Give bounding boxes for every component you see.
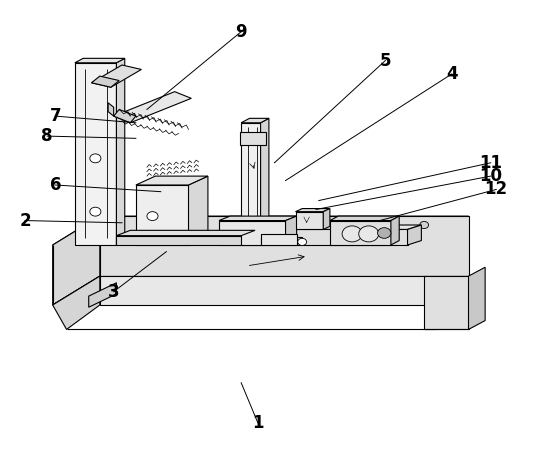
Text: 6: 6 xyxy=(50,176,61,194)
Text: 8: 8 xyxy=(41,127,53,145)
Polygon shape xyxy=(53,216,469,245)
Text: 10: 10 xyxy=(479,167,502,185)
Polygon shape xyxy=(260,234,297,245)
Polygon shape xyxy=(75,63,116,245)
Polygon shape xyxy=(296,212,323,230)
Circle shape xyxy=(342,226,362,242)
Circle shape xyxy=(90,207,101,216)
Polygon shape xyxy=(136,185,189,245)
Polygon shape xyxy=(260,118,269,245)
Text: 11: 11 xyxy=(479,154,502,172)
Polygon shape xyxy=(241,123,260,245)
Circle shape xyxy=(420,221,428,229)
Text: 5: 5 xyxy=(380,52,391,70)
Text: 7: 7 xyxy=(50,107,61,125)
Polygon shape xyxy=(53,276,100,329)
Polygon shape xyxy=(88,283,116,307)
Polygon shape xyxy=(116,230,255,236)
Circle shape xyxy=(106,221,115,229)
Polygon shape xyxy=(286,230,408,245)
Polygon shape xyxy=(116,236,241,245)
Circle shape xyxy=(398,237,407,243)
Text: 12: 12 xyxy=(484,180,508,198)
Polygon shape xyxy=(114,109,136,123)
Circle shape xyxy=(298,238,307,245)
Polygon shape xyxy=(330,216,399,220)
Polygon shape xyxy=(408,225,421,245)
Polygon shape xyxy=(53,216,100,305)
Polygon shape xyxy=(240,132,266,145)
Text: 2: 2 xyxy=(19,212,31,230)
Polygon shape xyxy=(91,65,141,87)
Polygon shape xyxy=(136,176,208,185)
Polygon shape xyxy=(296,208,330,212)
Circle shape xyxy=(90,154,101,163)
Polygon shape xyxy=(286,216,297,245)
Polygon shape xyxy=(100,276,469,305)
Polygon shape xyxy=(108,103,114,116)
Polygon shape xyxy=(391,216,399,245)
Circle shape xyxy=(359,226,379,242)
Polygon shape xyxy=(241,118,269,123)
Text: 9: 9 xyxy=(235,22,247,40)
Polygon shape xyxy=(469,267,485,329)
Circle shape xyxy=(147,212,158,220)
Text: 1: 1 xyxy=(252,414,264,432)
Polygon shape xyxy=(323,208,330,230)
Polygon shape xyxy=(114,92,192,123)
Polygon shape xyxy=(91,76,119,87)
Circle shape xyxy=(309,217,318,224)
Polygon shape xyxy=(219,216,297,220)
Polygon shape xyxy=(100,216,469,276)
Polygon shape xyxy=(260,238,302,243)
Circle shape xyxy=(377,228,391,238)
Text: 4: 4 xyxy=(446,65,458,83)
Polygon shape xyxy=(116,58,125,245)
Polygon shape xyxy=(330,220,391,245)
Circle shape xyxy=(142,237,151,243)
Polygon shape xyxy=(189,176,208,245)
Polygon shape xyxy=(219,220,286,245)
Polygon shape xyxy=(286,225,421,230)
Circle shape xyxy=(193,217,201,224)
Polygon shape xyxy=(75,58,125,63)
Polygon shape xyxy=(424,276,469,329)
Text: 3: 3 xyxy=(108,283,119,301)
